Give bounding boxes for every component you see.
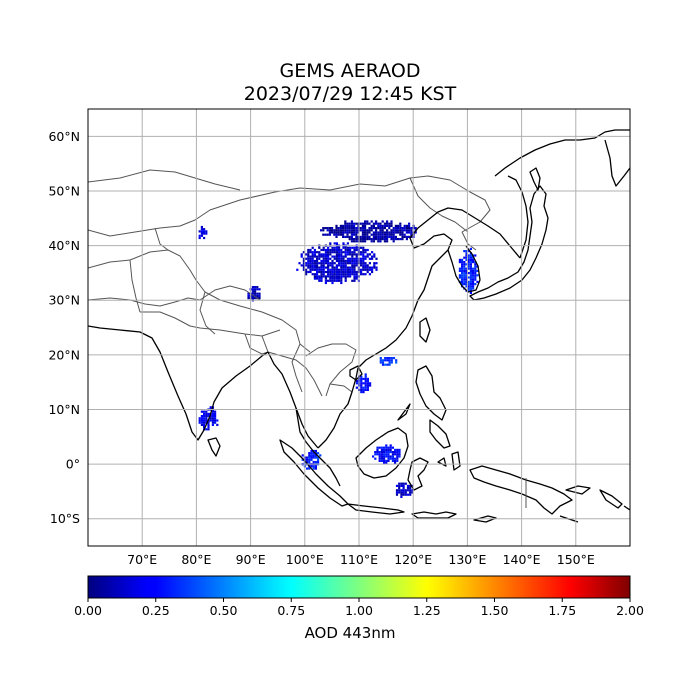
gridlines xyxy=(88,109,630,546)
colorbar xyxy=(87,575,631,599)
country-borders xyxy=(88,169,491,405)
lon-tick-label: 150°E xyxy=(557,552,595,567)
coastlines xyxy=(88,129,630,523)
lat-tick-label: 0° xyxy=(66,457,80,472)
latitude-tick-labels: 60°N 50°N 40°N 30°N 20°N 10°N 0° 10°S xyxy=(48,129,80,526)
lat-tick-label: 20°N xyxy=(48,347,80,362)
colorbar-tick-label: 1.25 xyxy=(413,603,441,618)
aod-patch-northern-china-mongolia xyxy=(320,220,417,243)
lat-tick-label: 40°N xyxy=(48,238,80,253)
map-frame xyxy=(87,108,631,547)
lat-tick-label: 30°N xyxy=(48,293,80,308)
lon-tick-label: 130°E xyxy=(448,552,486,567)
lon-tick-label: 70°E xyxy=(127,552,157,567)
colorbar-tick-label: 1.00 xyxy=(345,603,373,618)
map-title-line2: 2023/07/29 12:45 KST xyxy=(243,83,457,105)
aod-patch-sulawesi-java-sea xyxy=(395,482,414,498)
lon-tick-label: 120°E xyxy=(394,552,432,567)
aod-data-layer xyxy=(198,220,479,498)
lon-tick-label: 110°E xyxy=(340,552,378,567)
colorbar-tick-labels: 0.00 0.25 0.50 0.75 1.00 1.25 1.50 1.75 2.00 xyxy=(74,598,644,618)
aod-patch-sumatra xyxy=(301,449,322,470)
colorbar-tick-label: 0.50 xyxy=(210,603,238,618)
lat-tick-label: 60°N xyxy=(48,129,80,144)
lat-tick-label: 10°S xyxy=(50,511,80,526)
colorbar-tick-label: 1.50 xyxy=(481,603,509,618)
longitude-tick-labels: 70°E 80°E 90°E 100°E 110°E 120°E 130°E 140°E 150… xyxy=(127,552,595,567)
aod-patch-luzon-west xyxy=(379,357,398,366)
colorbar-label: AOD 443nm xyxy=(304,624,396,642)
aod-patch-borneo xyxy=(372,444,401,465)
colorbar-tick-label: 0.00 xyxy=(74,603,102,618)
colorbar-tick-label: 2.00 xyxy=(616,603,644,618)
colorbar-tick-label: 0.25 xyxy=(142,603,170,618)
lon-tick-label: 140°E xyxy=(503,552,541,567)
aod-patch-xinjiang-west xyxy=(198,225,208,240)
colorbar-tick-label: 0.75 xyxy=(277,603,305,618)
lat-tick-label: 10°N xyxy=(48,402,80,417)
lat-tick-label: 50°N xyxy=(48,183,80,198)
lon-tick-label: 90°E xyxy=(236,552,266,567)
lon-tick-label: 80°E xyxy=(181,552,211,567)
lon-tick-label: 100°E xyxy=(286,552,324,567)
map-title-line1: GEMS AERAOD xyxy=(279,60,421,82)
colorbar-tick-label: 1.75 xyxy=(548,603,576,618)
